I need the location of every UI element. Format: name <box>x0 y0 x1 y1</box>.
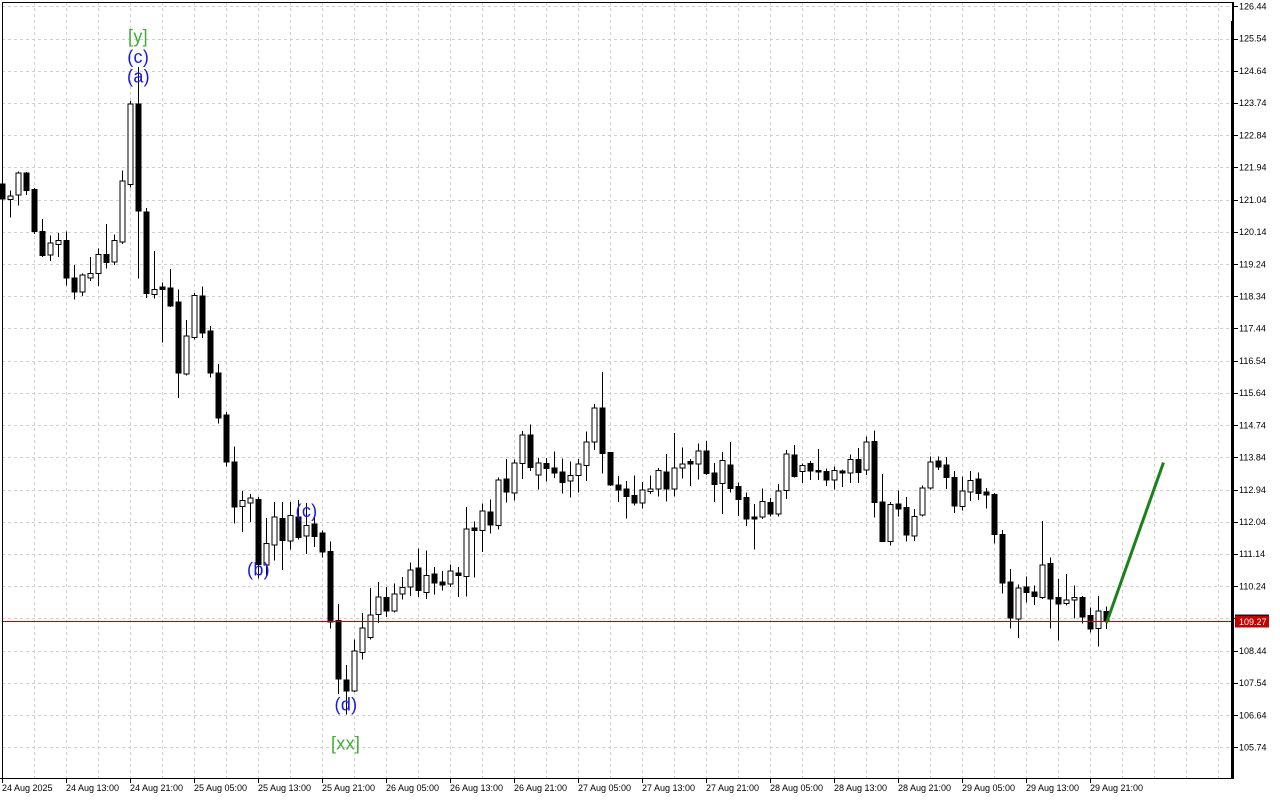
svg-text:118.34: 118.34 <box>1239 292 1266 302</box>
svg-text:107.54: 107.54 <box>1239 678 1267 688</box>
svg-text:(c): (c) <box>127 47 149 67</box>
svg-text:29 Aug 13:00: 29 Aug 13:00 <box>1026 783 1079 793</box>
svg-text:117.44: 117.44 <box>1239 324 1266 334</box>
svg-text:122.84: 122.84 <box>1239 130 1267 140</box>
svg-text:125.54: 125.54 <box>1239 34 1267 44</box>
svg-text:112.94: 112.94 <box>1239 485 1266 495</box>
svg-text:105.74: 105.74 <box>1239 743 1267 753</box>
svg-text:108.44: 108.44 <box>1239 646 1267 656</box>
svg-text:28 Aug 21:00: 28 Aug 21:00 <box>898 783 951 793</box>
svg-text:115.64: 115.64 <box>1239 388 1266 398</box>
svg-text:26 Aug 21:00: 26 Aug 21:00 <box>514 783 567 793</box>
svg-text:120.14: 120.14 <box>1239 227 1267 237</box>
svg-text:25 Aug 05:00: 25 Aug 05:00 <box>194 783 247 793</box>
svg-text:27 Aug 05:00: 27 Aug 05:00 <box>578 783 631 793</box>
svg-text:27 Aug 21:00: 27 Aug 21:00 <box>706 783 759 793</box>
svg-text:(a): (a) <box>127 67 150 87</box>
svg-text:112.04: 112.04 <box>1239 517 1266 527</box>
svg-text:26 Aug 13:00: 26 Aug 13:00 <box>450 783 503 793</box>
svg-text:[y]: [y] <box>128 27 148 47</box>
svg-text:29 Aug 05:00: 29 Aug 05:00 <box>962 783 1015 793</box>
svg-text:25 Aug 13:00: 25 Aug 13:00 <box>258 783 311 793</box>
svg-text:121.04: 121.04 <box>1239 195 1267 205</box>
svg-text:27 Aug 13:00: 27 Aug 13:00 <box>642 783 695 793</box>
svg-text:26 Aug 05:00: 26 Aug 05:00 <box>386 783 439 793</box>
svg-text:126.44: 126.44 <box>1239 2 1267 12</box>
svg-text:124.64: 124.64 <box>1239 66 1267 76</box>
svg-text:109.27: 109.27 <box>1239 617 1267 627</box>
svg-text:28 Aug 05:00: 28 Aug 05:00 <box>770 783 823 793</box>
svg-text:28 Aug 13:00: 28 Aug 13:00 <box>834 783 887 793</box>
svg-text:110.24: 110.24 <box>1239 582 1266 592</box>
svg-text:[xx]: [xx] <box>331 733 360 753</box>
svg-text:24 Aug 2025: 24 Aug 2025 <box>2 783 53 793</box>
svg-text:(b): (b) <box>247 560 270 580</box>
svg-text:123.74: 123.74 <box>1239 98 1267 108</box>
svg-text:29 Aug 21:00: 29 Aug 21:00 <box>1090 783 1143 793</box>
svg-text:106.64: 106.64 <box>1239 710 1267 720</box>
svg-text:119.24: 119.24 <box>1239 259 1266 269</box>
svg-text:(d): (d) <box>335 694 358 714</box>
svg-text:25 Aug 21:00: 25 Aug 21:00 <box>322 783 375 793</box>
svg-text:(c): (c) <box>296 501 318 521</box>
svg-text:113.84: 113.84 <box>1239 453 1266 463</box>
svg-text:121.94: 121.94 <box>1239 163 1267 173</box>
svg-text:114.74: 114.74 <box>1239 420 1266 430</box>
svg-text:116.54: 116.54 <box>1239 356 1266 366</box>
svg-text:24 Aug 13:00: 24 Aug 13:00 <box>66 783 119 793</box>
svg-text:111.14: 111.14 <box>1239 549 1265 559</box>
svg-text:24 Aug 21:00: 24 Aug 21:00 <box>130 783 183 793</box>
